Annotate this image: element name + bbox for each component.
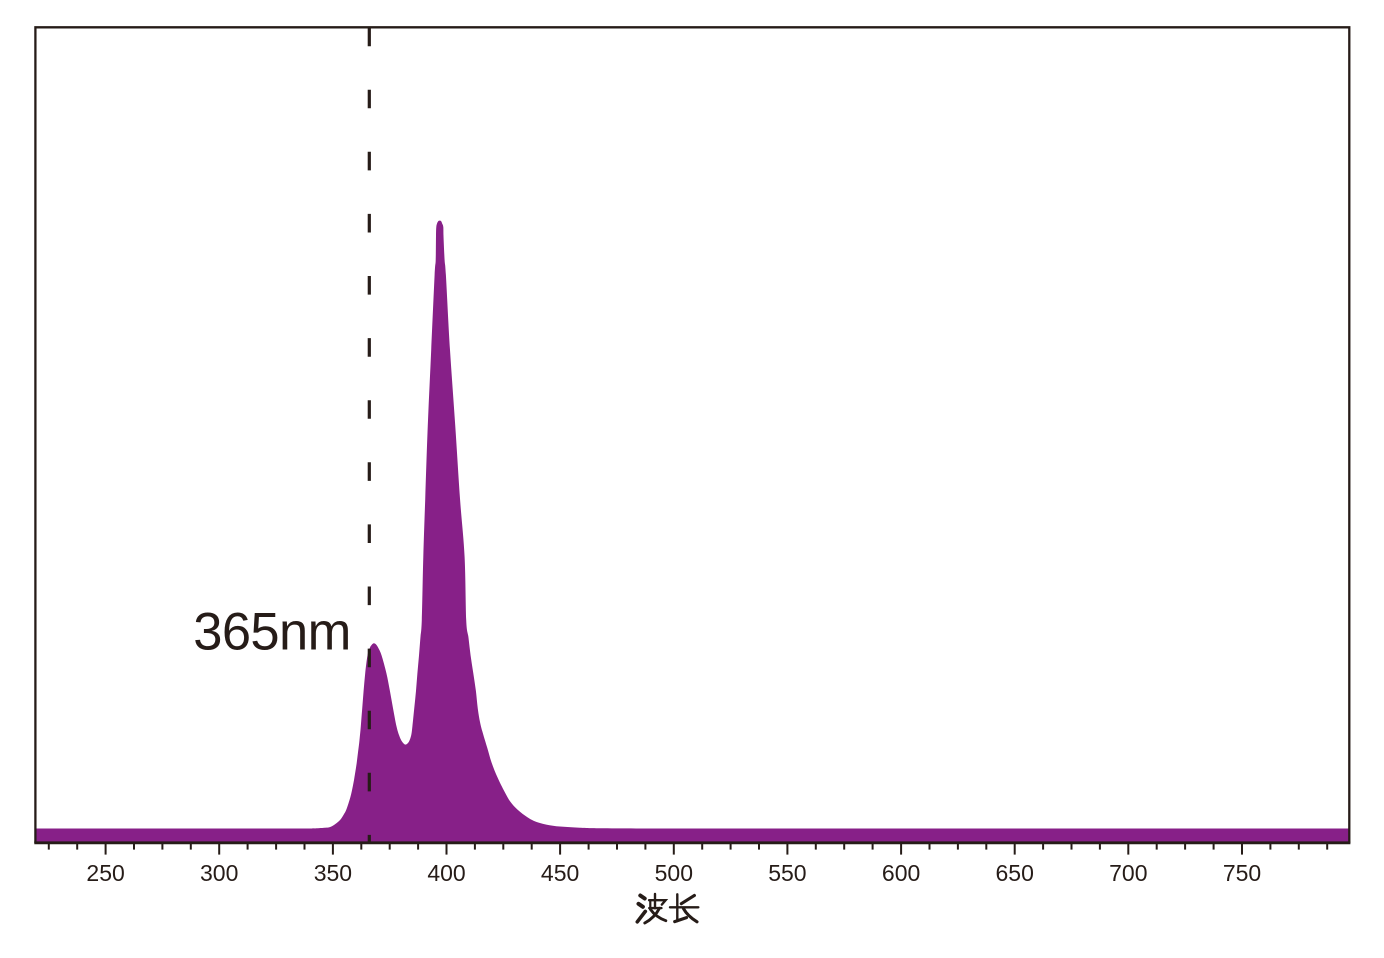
svg-text:700: 700 [1109, 860, 1147, 886]
svg-text:550: 550 [768, 860, 806, 886]
svg-text:750: 750 [1223, 860, 1261, 886]
svg-text:250: 250 [86, 860, 124, 886]
svg-text:350: 350 [314, 860, 352, 886]
svg-text:500: 500 [655, 860, 693, 886]
svg-text:600: 600 [882, 860, 920, 886]
svg-text:400: 400 [427, 860, 465, 886]
svg-text:450: 450 [541, 860, 579, 886]
svg-text:300: 300 [200, 860, 238, 886]
svg-text:650: 650 [996, 860, 1034, 886]
svg-text:365nm: 365nm [193, 603, 351, 662]
